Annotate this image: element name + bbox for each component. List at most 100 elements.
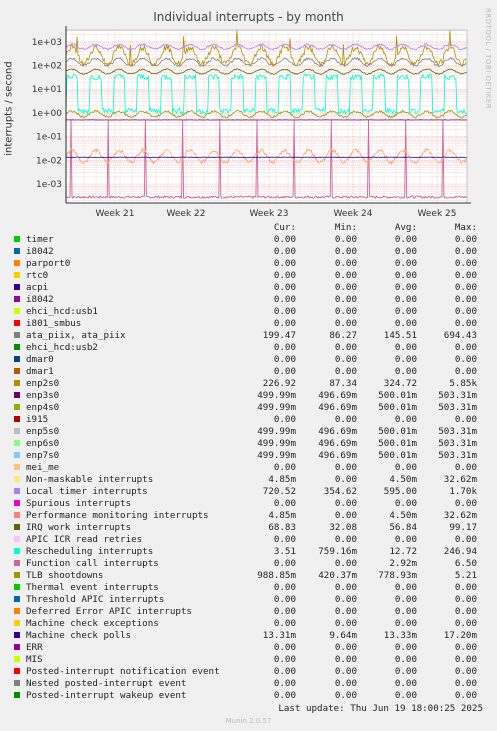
legend-value-min: 0.00 — [334, 354, 357, 365]
legend-value-avg: 13.33m — [383, 630, 417, 641]
legend-value-min: 0.00 — [334, 366, 357, 377]
legend-series-name: rtc0 — [26, 270, 49, 281]
legend-value-min: 0.00 — [334, 606, 357, 617]
legend-series-name: Deferred Error APIC interrupts — [26, 606, 192, 617]
legend-value-cur: 499.99m — [257, 402, 296, 413]
legend-series-name: dmar1 — [26, 366, 54, 377]
legend-value-min: 0.00 — [334, 282, 357, 293]
legend-value-max: 694.43 — [443, 330, 477, 341]
legend-swatch — [14, 296, 20, 302]
legend-value-max: 6.50 — [454, 558, 477, 569]
legend-swatch — [14, 596, 20, 602]
legend-row: enp6s0 499.99m 496.69m 500.01m 503.31m — [0, 438, 497, 450]
chart-title: Individual interrupts - by month — [153, 10, 344, 24]
legend-value-cur: 0.00 — [273, 642, 296, 653]
legend-value-avg: 0.00 — [394, 690, 417, 701]
legend-value-cur: 499.99m — [257, 438, 296, 449]
legend-value-max: 0.00 — [454, 354, 477, 365]
legend-swatch — [14, 512, 20, 518]
col-header-min: Min: — [334, 222, 357, 233]
legend-value-min: 0.00 — [334, 270, 357, 281]
legend-value-max: 503.31m — [438, 402, 477, 413]
legend-value-avg: 595.00 — [383, 486, 417, 497]
legend-series-name: Local timer interrupts — [26, 486, 148, 497]
legend-value-cur: 226.92 — [262, 378, 296, 389]
legend-row: i801_smbus 0.00 0.00 0.00 0.00 — [0, 318, 497, 330]
legend-value-max: 99.17 — [449, 522, 477, 533]
legend-value-max: 0.00 — [454, 678, 477, 689]
legend-value-cur: 4.85m — [268, 510, 296, 521]
series-rescheduling — [65, 73, 467, 116]
legend-value-min: 0.00 — [334, 342, 357, 353]
legend-value-avg: 0.00 — [394, 342, 417, 353]
legend-value-min: 0.00 — [334, 618, 357, 629]
legend-swatch — [14, 656, 20, 662]
legend-value-min: 0.00 — [334, 306, 357, 317]
legend-value-cur: 0.00 — [273, 690, 296, 701]
x-tick-label: Week 25 — [418, 209, 457, 219]
legend-row: Threshold APIC interrupts 0.00 0.00 0.00 0.0… — [0, 594, 497, 606]
legend-series-name: i8042 — [26, 294, 54, 305]
legend-value-cur: 720.52 — [262, 486, 296, 497]
legend-value-cur: 988.85m — [257, 570, 296, 581]
legend-value-min: 32.08 — [329, 522, 357, 533]
legend-swatch — [14, 644, 20, 650]
series-enp2s0 — [65, 29, 467, 68]
series-local-timer — [65, 43, 468, 51]
legend-swatch — [14, 584, 20, 590]
legend-row: i8042 0.00 0.00 0.00 0.00 — [0, 294, 497, 306]
legend-value-avg: 12.72 — [389, 546, 417, 557]
legend-value-min: 0.00 — [334, 498, 357, 509]
legend-swatch — [14, 380, 20, 386]
legend-value-avg: 0.00 — [394, 258, 417, 269]
legend-swatch — [14, 344, 20, 350]
legend-row: Function call interrupts 0.00 0.00 2.92m 6.5… — [0, 558, 497, 570]
legend-value-avg: 0.00 — [394, 666, 417, 677]
legend-value-cur: 0.00 — [273, 318, 296, 329]
legend-value-max: 0.00 — [454, 498, 477, 509]
legend-swatch — [14, 404, 20, 410]
legend-swatch — [14, 392, 20, 398]
series-tlb-shootdowns — [65, 109, 468, 119]
legend-value-cur: 0.00 — [273, 594, 296, 605]
legend-value-max: 0.00 — [454, 294, 477, 305]
legend-row: IRQ work interrupts 68.83 32.08 56.84 99.17 — [0, 522, 497, 534]
legend-value-max: 0.00 — [454, 534, 477, 545]
legend-value-cur: 0.00 — [273, 666, 296, 677]
legend-row: Deferred Error APIC interrupts 0.00 0.00 0.… — [0, 606, 497, 618]
legend-row: enp2s0 226.92 87.34 324.72 5.85k — [0, 378, 497, 390]
legend-series-name: enp4s0 — [26, 402, 60, 413]
munin-version: Munin 2.0.57 — [225, 717, 272, 725]
legend-value-cur: 0.00 — [273, 534, 296, 545]
legend-value-min: 0.00 — [334, 534, 357, 545]
legend-row: dmar1 0.00 0.00 0.00 0.00 — [0, 366, 497, 378]
legend-value-avg: 500.01m — [378, 426, 417, 437]
legend-value-avg: 0.00 — [394, 654, 417, 665]
legend-swatch — [14, 440, 20, 446]
legend-value-max: 0.00 — [454, 282, 477, 293]
x-tick-label: Week 24 — [334, 209, 373, 219]
legend-swatch — [14, 620, 20, 626]
legend-value-min: 496.69m — [318, 390, 357, 401]
legend-value-cur: 0.00 — [273, 558, 296, 569]
legend-row: ehci_hcd:usb1 0.00 0.00 0.00 0.00 — [0, 306, 497, 318]
legend-value-cur: 199.47 — [262, 330, 296, 341]
legend-value-cur: 0.00 — [273, 366, 296, 377]
legend-swatch — [14, 236, 20, 242]
rrdtool-credit: RRDTOOL / TOBI OETIKER — [484, 8, 492, 110]
legend-swatch — [14, 488, 20, 494]
legend-row: timer 0.00 0.00 0.00 0.00 — [0, 234, 497, 246]
legend-row: acpi 0.00 0.00 0.00 0.00 — [0, 282, 497, 294]
legend-value-avg: 0.00 — [394, 678, 417, 689]
legend-value-max: 0.00 — [454, 246, 477, 257]
x-tick-label: Week 21 — [96, 209, 135, 219]
legend-value-max: 17.20m — [443, 630, 477, 641]
legend-swatch — [14, 608, 20, 614]
legend-value-cur: 0.00 — [273, 354, 296, 365]
legend-value-min: 0.00 — [334, 414, 357, 425]
legend-series-name: Function call interrupts — [26, 558, 159, 569]
legend-series-name: enp6s0 — [26, 438, 60, 449]
legend-row: Non-maskable interrupts 4.85m 0.00 4.50m 32.… — [0, 474, 497, 486]
legend-row: APIC ICR read retries 0.00 0.00 0.00 0.00 — [0, 534, 497, 546]
legend-value-avg: 500.01m — [378, 438, 417, 449]
